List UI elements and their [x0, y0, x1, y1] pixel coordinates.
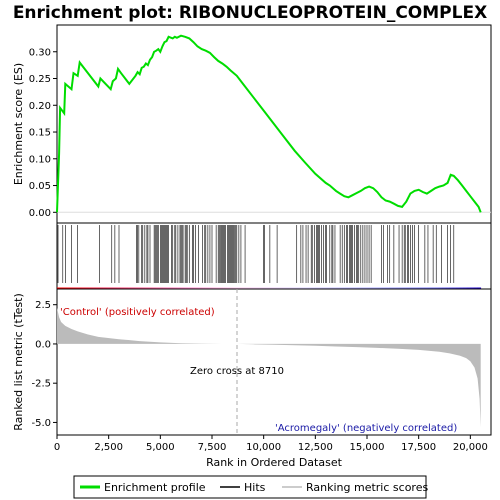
x-tick-label: 12,500 — [298, 442, 333, 453]
zero-cross-label: Zero cross at 8710 — [190, 366, 284, 377]
legend-frame — [73, 475, 427, 499]
es-y-axis-label: Enrichment score (ES) — [12, 63, 25, 185]
chart-title: Enrichment plot: RIBONUCLEOPROTEIN_COMPL… — [13, 3, 487, 23]
x-tick-label: 20,000 — [453, 442, 488, 453]
hits-panel-frame — [56, 222, 492, 290]
es-y-tick-label: 0.10 — [29, 154, 51, 165]
metric-panel: 2.5 0.0 -2.5 -5.0 'Control' (positively cor… — [12, 288, 492, 436]
metric-y-tick-label: -5.0 — [31, 418, 51, 429]
metric-panel-frame — [56, 288, 492, 436]
es-y-tick-label: 0.25 — [29, 74, 51, 85]
es-y-tick-label: 0.30 — [29, 47, 51, 58]
legend-hits-label: Hits — [244, 481, 266, 494]
metric-y-axis-label: Ranked list metric (tTest) — [12, 293, 25, 430]
x-tick-label: 5,000 — [146, 442, 175, 453]
legend-metric-label: Ranking metric scores — [306, 481, 428, 494]
metric-y-ticks: 2.5 0.0 -2.5 -5.0 — [31, 300, 57, 429]
hit-marks — [57, 225, 455, 283]
es-y-tick-label: 0.15 — [29, 128, 51, 139]
x-tick-label: 0 — [54, 442, 60, 453]
x-tick-label: 7,500 — [198, 442, 227, 453]
x-tick-label: 15,000 — [350, 442, 385, 453]
x-axis-label: Rank in Ordered Dataset — [206, 456, 343, 469]
enrichment-profile-line — [56, 34, 482, 213]
es-y-ticks: 0.00 0.05 0.10 0.15 0.20 0.25 0.30 — [29, 47, 57, 219]
es-y-tick-label: 0.05 — [29, 181, 51, 192]
metric-y-tick-label: 0.0 — [35, 339, 51, 350]
legend-enrichment-label: Enrichment profile — [104, 481, 206, 494]
positive-correlation-label: 'Control' (positively correlated) — [60, 307, 215, 318]
x-ticks: 0 2,500 5,000 7,500 10,000 12,500 15,000 17,500… — [54, 435, 488, 453]
metric-y-tick-label: 2.5 — [35, 300, 51, 311]
legend: Enrichment profile Hits Ranking metric s… — [73, 475, 428, 499]
es-panel: 0.00 0.05 0.10 0.15 0.20 0.25 0.30 Enrichment … — [12, 24, 492, 224]
negative-correlation-label: 'Acromegaly' (negatively correlated) — [275, 423, 457, 434]
x-tick-label: 17,500 — [401, 442, 436, 453]
x-tick-label: 10,000 — [246, 442, 281, 453]
x-tick-label: 2,500 — [94, 442, 123, 453]
es-y-tick-label: 0.00 — [29, 208, 51, 219]
es-y-tick-label: 0.20 — [29, 101, 51, 112]
metric-y-tick-label: -2.5 — [31, 379, 51, 390]
